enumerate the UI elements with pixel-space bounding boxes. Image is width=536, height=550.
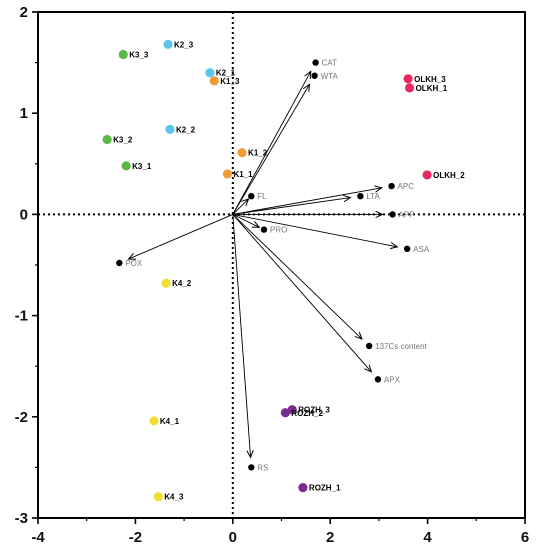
- x-tick-label: 0: [229, 529, 237, 546]
- x-tick-label: 4: [423, 529, 432, 546]
- x-tick-label: -4: [31, 529, 45, 546]
- sample-point: [222, 169, 233, 179]
- vector-label: CAT: [322, 59, 338, 68]
- zero-lines: [38, 12, 525, 518]
- sample-point: [280, 408, 290, 418]
- y-tick-label: 2: [20, 4, 28, 21]
- vector-point: [403, 245, 411, 253]
- sample-label: K3_3: [129, 51, 149, 60]
- sample-point: [165, 124, 175, 134]
- variable-vectors: CAT WTA FL APC LTA APP PRO ASA POX 137Cs content A…: [116, 59, 430, 472]
- vector-label: PRO: [270, 226, 287, 235]
- vector-point: [116, 259, 123, 267]
- vector-arrow: [232, 71, 311, 215]
- sample-label: K2_3: [174, 40, 194, 49]
- vector-label: ASA: [413, 245, 430, 254]
- vector-arrow: [232, 198, 351, 215]
- vector-point: [248, 192, 255, 200]
- vector-arrow: [232, 214, 372, 371]
- y-tick-label: -1: [15, 308, 28, 325]
- vector-arrow: [232, 214, 251, 457]
- sample-label: OLKH_1: [416, 84, 448, 93]
- sample-label: ROZH_3: [298, 406, 330, 415]
- vector-point: [388, 182, 395, 190]
- vector-point: [311, 72, 318, 79]
- sample-point: [121, 161, 131, 171]
- sample-label: OLKH_3: [414, 75, 446, 84]
- sample-point: [422, 170, 432, 180]
- sample-point: [404, 83, 415, 93]
- sample-label: K3_2: [113, 136, 133, 145]
- plot-frame: [37, 11, 526, 519]
- sample-label: K4_1: [160, 417, 180, 426]
- vector-point: [248, 464, 255, 471]
- y-tick-label: -3: [15, 510, 28, 527]
- vector-label: APC: [398, 182, 415, 191]
- sample-label: K1_3: [220, 77, 240, 86]
- sample-label: K2_2: [176, 125, 196, 134]
- sample-label: K4_3: [164, 493, 184, 502]
- sample-point: [403, 74, 413, 84]
- sample-point: [118, 49, 128, 60]
- vector-point: [389, 211, 396, 218]
- sample-point: [163, 39, 173, 49]
- sample-label: ROZH_2: [291, 409, 323, 418]
- sample-label: K3_1: [132, 162, 152, 171]
- vector-arrow: [232, 214, 362, 339]
- sample-label: OLKH_2: [433, 171, 465, 180]
- sample-label: K1_1: [233, 170, 253, 179]
- y-tick-label: 1: [20, 105, 28, 122]
- sample-point: [161, 278, 171, 288]
- sample-point: [153, 492, 163, 502]
- vector-label: FL: [257, 192, 267, 201]
- vector-arrow: [232, 213, 259, 227]
- sample-points: K3_3 K2_3 K2_1K1_3 K3_2 K2_2 K1_2 K3_1 K1_1 OLKH…: [102, 39, 465, 502]
- vector-label: APX: [384, 375, 401, 384]
- sample-point: [237, 148, 247, 158]
- vector-point: [374, 376, 382, 383]
- vector-label: 137Cs content: [375, 342, 427, 351]
- sample-point: [102, 134, 112, 145]
- vector-label: POX: [125, 259, 143, 268]
- sample-label: K2_1: [216, 69, 236, 78]
- vector-label: RS: [257, 463, 268, 472]
- vector-label: APP: [399, 210, 415, 219]
- sample-point: [298, 483, 308, 493]
- sample-point: [209, 76, 219, 86]
- vector-point: [357, 192, 364, 200]
- vector-arrow: [232, 188, 382, 215]
- x-tick-label: -2: [129, 529, 142, 546]
- vector-point: [312, 59, 319, 66]
- y-tick-label: -2: [15, 409, 28, 426]
- x-tick-label: 2: [326, 529, 334, 546]
- vector-point: [365, 342, 373, 350]
- vector-arrow: [232, 213, 398, 246]
- y-tick-label: 0: [20, 206, 28, 223]
- sample-point: [149, 416, 159, 426]
- vector-label: LTA: [366, 192, 380, 201]
- vector-arrow: [232, 84, 310, 215]
- sample-label: ROZH_1: [309, 484, 341, 493]
- vector-arrow: [232, 199, 249, 215]
- sample-label: K4_2: [172, 279, 192, 288]
- vector-arrow: [129, 213, 233, 259]
- vector-label: WTA: [321, 72, 339, 81]
- x-tick-label: 6: [521, 529, 529, 546]
- sample-point: [205, 68, 215, 78]
- axes: -4 -2 0 2 4 6 2 1 0 -1 -2 -3: [15, 4, 530, 546]
- vector-point: [260, 226, 268, 233]
- sample-label: K1_2: [248, 149, 268, 158]
